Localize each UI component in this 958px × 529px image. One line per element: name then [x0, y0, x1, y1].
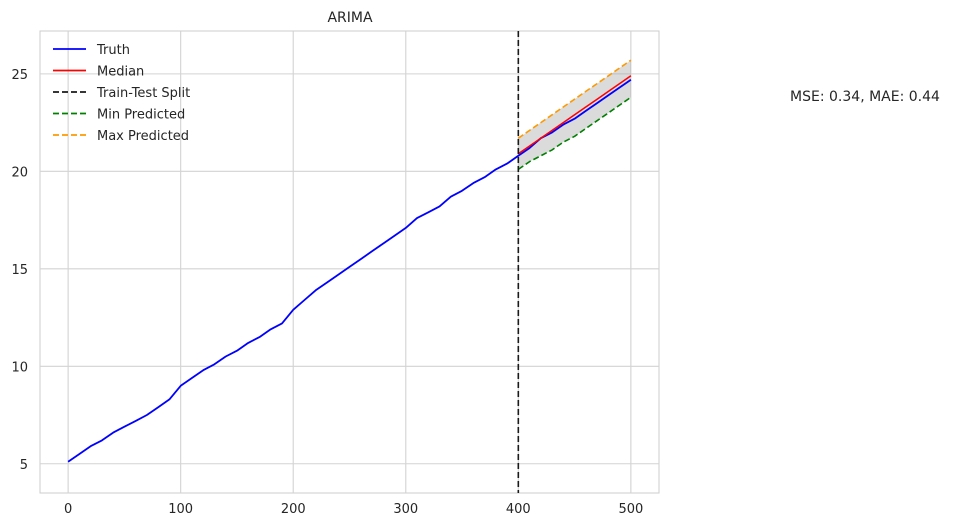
legend-label: Median [97, 65, 144, 80]
metrics-annotation: MSE: 0.34, MAE: 0.44 [790, 89, 940, 105]
legend-label: Train-Test Split [96, 86, 190, 101]
legend-label: Truth [96, 43, 130, 58]
y-tick-label: 25 [11, 68, 28, 83]
grid-lines [40, 31, 659, 493]
chart-title: ARIMA [327, 10, 373, 26]
y-tick-label: 10 [11, 360, 28, 375]
x-tick-label: 300 [393, 502, 418, 517]
legend-label: Min Predicted [97, 108, 185, 123]
max-predicted-line [517, 59, 632, 139]
median-line [517, 75, 632, 155]
y-tick-label: 15 [11, 263, 28, 278]
x-tick-label: 200 [281, 502, 306, 517]
x-tick-label: 0 [64, 502, 72, 517]
tick-labels: 0 100 200 300 400 500 5 10 15 20 25 [11, 68, 643, 517]
min-predicted-line [517, 96, 632, 171]
x-tick-label: 400 [506, 502, 531, 517]
legend: Truth Median Train-Test Split Min Predicted… [53, 43, 190, 144]
y-tick-label: 5 [20, 458, 28, 473]
legend-label: Max Predicted [97, 129, 189, 144]
x-tick-label: 500 [618, 502, 643, 517]
x-tick-label: 100 [168, 502, 193, 517]
y-tick-label: 20 [11, 165, 28, 180]
series-lines [67, 31, 632, 493]
